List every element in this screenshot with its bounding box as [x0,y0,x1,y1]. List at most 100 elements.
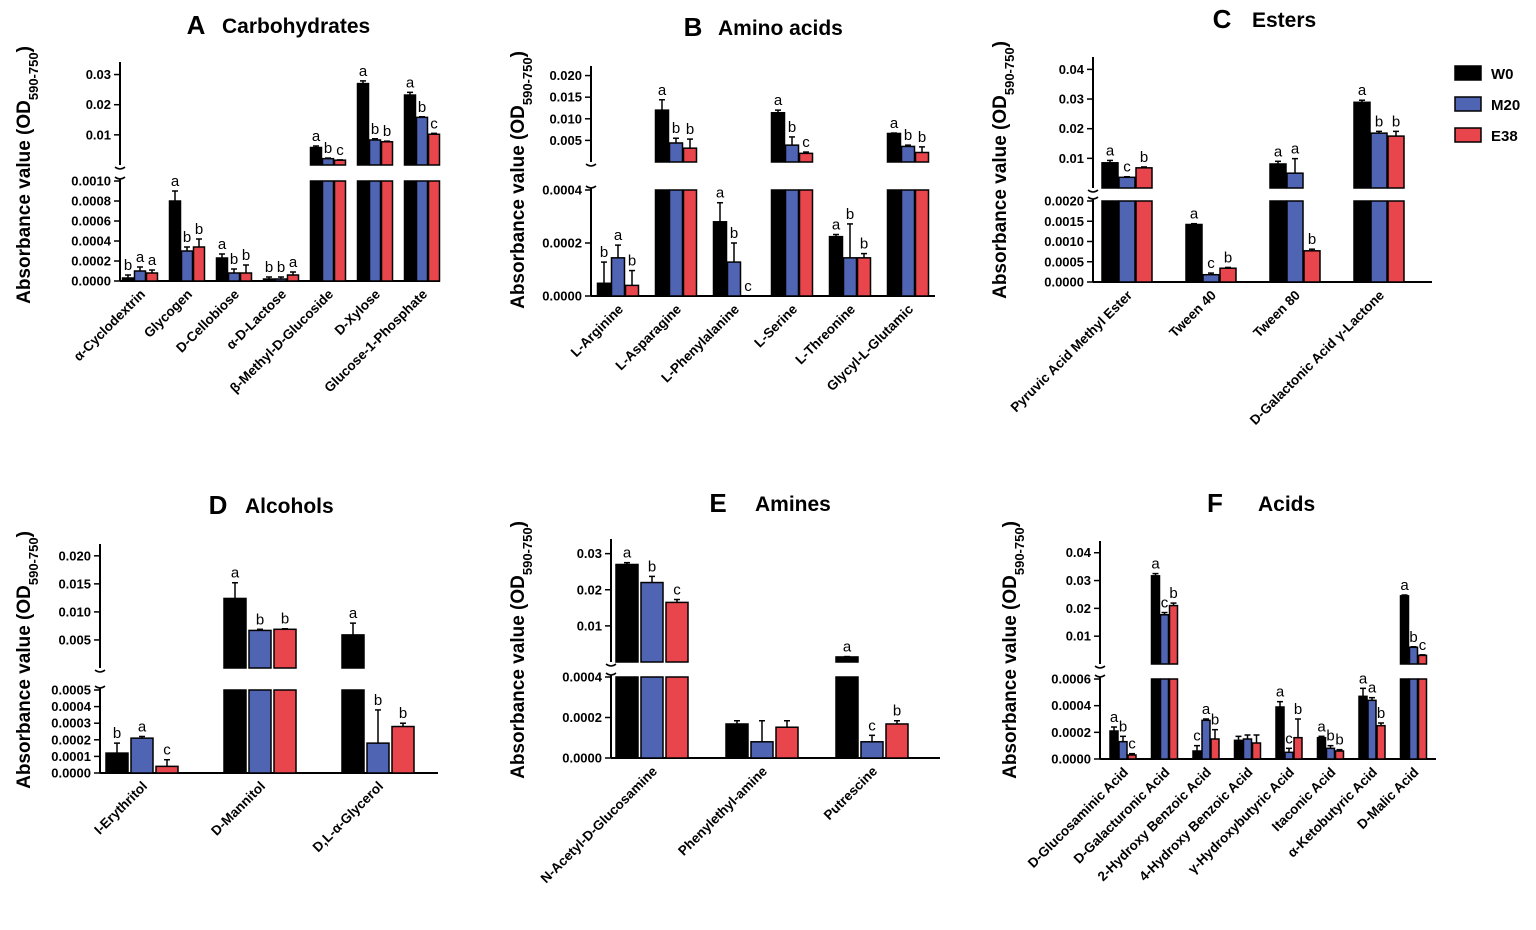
significance-label: a [231,565,240,582]
significance-label: b [686,121,694,138]
bar-segment-upper [668,142,684,163]
bar-segment-lower [640,676,664,759]
bar-segment-upper [356,82,370,166]
bar-segment-lower [654,189,670,297]
y-tick-label: 0.0004 [1051,698,1092,713]
y-tick-label: 0.0000 [542,289,582,304]
axis-break-mark [1094,674,1106,678]
panel-e: E Amines Absorbance value (OD590-750) 0.000… [508,488,940,886]
bar-segment-lower [1286,200,1304,283]
panel-b: B Amino acids Absorbance value (OD590-750)… [508,12,935,394]
bar [1192,750,1202,760]
panel-title: Carbohydrates [222,15,370,38]
category-label: L-Serine [751,301,800,350]
significance-label: c [673,582,681,599]
y-tick-label: 0.03 [86,67,111,82]
bar [1242,738,1253,760]
bar-segment-upper [1118,176,1136,189]
significance-label: b [113,725,121,742]
bar-segment-lower [380,180,394,282]
significance-label: a [658,82,667,99]
significance-label: c [1128,736,1136,753]
significance-label: b [893,703,901,720]
bar [262,278,276,282]
bar [1303,250,1321,283]
significance-label: a [148,252,157,269]
significance-label: c [1193,728,1201,745]
bar [286,274,300,282]
significance-label: b [265,259,273,276]
bar-segment-upper [770,111,786,163]
bar [1334,750,1345,760]
bar [828,235,844,297]
significance-label: b [195,221,203,238]
y-axis-label-end: ) [990,41,1011,47]
y-tick-label: 0.02 [1066,601,1091,616]
bar [725,723,749,759]
y-axis-label-main: Absorbance value (OD [990,95,1011,299]
bar [750,741,774,759]
significance-label: b [374,692,382,709]
significance-label: c [336,142,344,159]
significance-label: a [171,173,180,190]
bar-segment-upper [427,133,441,166]
y-axis-label-end: ) [508,521,529,527]
legend-label: E38 [1491,128,1518,145]
bar-segment-upper [682,147,698,163]
bar [860,741,884,759]
bar [712,221,728,297]
bar-segment-lower [1150,678,1161,760]
y-tick-label: 0.005 [549,133,582,148]
category-label: D-Galactonic Acid γ-Lactone [1247,287,1388,428]
bar-segment-upper [640,581,664,663]
significance-label: c [1123,159,1131,176]
y-tick-label: 0.0002 [71,254,111,269]
y-axis-label-end: ) [14,531,35,537]
bar-segment-lower [1370,200,1388,283]
bar-segment-upper [1286,172,1304,189]
y-tick-label: 0.0010 [71,174,111,189]
significance-label: c [1207,255,1215,272]
bar [391,725,415,774]
significance-label: a [890,115,899,132]
y-tick-label: 0.0002 [1051,725,1091,740]
bar-segment-upper [248,629,272,669]
bar-segment-lower [427,180,441,282]
y-tick-label: 0.0002 [542,236,582,251]
bar-segment-upper [1408,646,1419,665]
bar [1284,751,1294,760]
y-tick-label: 0.02 [86,97,111,112]
bar-segment-upper [341,634,365,669]
bar [133,270,147,282]
y-tick-label: 0.010 [549,111,582,126]
bar [1201,719,1211,760]
y-tick-label: 0.04 [1066,545,1092,560]
y-tick-label: 0.0004 [71,234,112,249]
bar [726,261,742,297]
y-axis-label-main: Absorbance value (OD [1000,575,1021,779]
y-tick-label: 0.0002 [562,710,602,725]
y-tick-label: 0.03 [577,546,602,561]
bar-segment-lower [770,189,786,297]
y-axis-label: Absorbance value (OD590-750) [14,46,41,304]
bar [1376,724,1386,760]
bar-segment-lower [333,180,347,282]
bar-segment-upper [1353,101,1371,189]
bar-segment-upper [1150,575,1161,665]
bar-segment-lower [1387,200,1405,283]
y-tick-label: 0.0000 [1051,752,1091,767]
significance-label: a [1274,143,1283,160]
significance-label: a [832,217,841,234]
y-axis-label-main: Absorbance value (OD [14,100,35,304]
panel-d: D Alcohols Absorbance value (OD590-750) 0.0… [14,490,438,855]
panel-title: Acids [1258,493,1315,516]
bar [1219,267,1237,283]
bar [1275,706,1285,760]
significance-label: b [1392,113,1400,130]
bar-segment-lower [403,180,417,282]
panel-letter: B [684,12,703,42]
bar-segment-lower [668,189,684,297]
significance-label: a [774,92,783,109]
bar-segment-lower [1118,200,1136,283]
